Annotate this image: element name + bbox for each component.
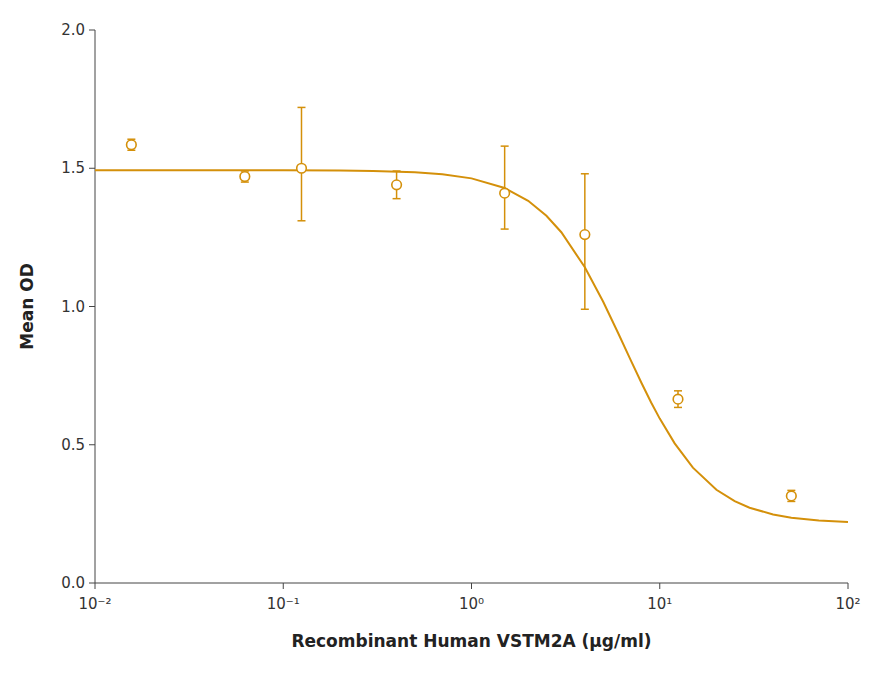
data-point — [500, 188, 510, 198]
data-point — [240, 172, 250, 182]
x-tick-label: 10² — [835, 595, 860, 613]
error-cap-lower — [393, 198, 401, 200]
error-bar-lower — [584, 235, 586, 310]
data-point — [127, 140, 137, 150]
x-tick-label: 10⁻² — [78, 595, 111, 613]
x-tick — [95, 583, 96, 589]
y-tick — [89, 30, 95, 31]
data-point — [392, 180, 402, 190]
error-cap-upper — [297, 107, 305, 109]
error-cap-upper — [581, 173, 589, 175]
y-axis-label: Mean OD — [17, 263, 37, 350]
y-tick-label: 1.0 — [61, 298, 85, 316]
x-axis-label: Recombinant Human VSTM2A (μg/ml) — [291, 631, 651, 651]
error-bar-upper — [504, 146, 506, 193]
data-point — [297, 163, 307, 173]
x-tick — [659, 583, 660, 589]
error-bar-upper — [584, 174, 586, 235]
error-bar-upper — [301, 107, 303, 168]
y-tick-label: 2.0 — [61, 21, 85, 39]
error-cap-lower — [297, 220, 305, 222]
y-tick-label: 0.5 — [61, 436, 85, 454]
data-point — [580, 230, 590, 240]
error-cap-lower — [501, 228, 509, 230]
error-cap-upper — [393, 170, 401, 172]
fit-curve — [95, 170, 848, 522]
x-tick — [471, 583, 472, 589]
x-tick-label: 10¹ — [647, 595, 672, 613]
data-point — [787, 491, 797, 501]
x-tick — [848, 583, 849, 589]
error-cap-upper — [501, 145, 509, 147]
y-tick-label: 1.5 — [61, 159, 85, 177]
x-tick-label: 10⁻¹ — [267, 595, 300, 613]
error-bar-lower — [301, 168, 303, 221]
y-tick — [89, 583, 95, 584]
x-tick — [283, 583, 284, 589]
data-point — [673, 394, 683, 404]
x-tick-label: 10⁰ — [459, 595, 484, 613]
y-tick — [89, 444, 95, 445]
y-tick-label: 0.0 — [61, 574, 85, 592]
error-cap-lower — [581, 309, 589, 311]
error-cap-lower — [674, 407, 682, 409]
y-tick — [89, 306, 95, 307]
y-tick — [89, 168, 95, 169]
plot-area — [95, 107, 848, 522]
chart: 10⁻² 10⁻¹ 10⁰ 10¹ 10² 0.0 0.5 1.0 1.5 2.0 Recombin… — [0, 0, 883, 678]
error-cap-upper — [674, 390, 682, 392]
